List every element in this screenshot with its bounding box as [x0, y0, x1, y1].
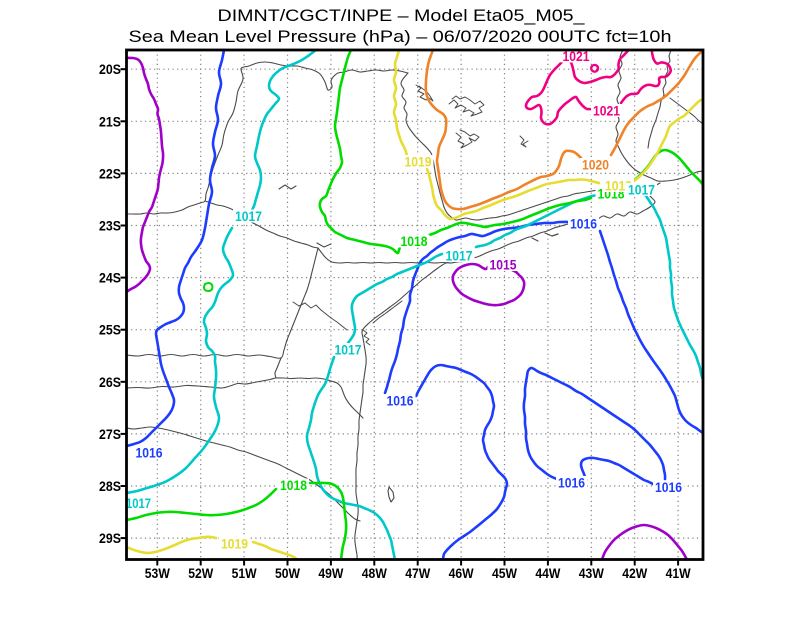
svg-text:26S: 26S — [99, 374, 121, 390]
svg-text:1015: 1015 — [490, 257, 517, 273]
svg-text:DIMNT/CGCT/INPE – Model Eta05: DIMNT/CGCT/INPE – Model Eta05_M05_ — [218, 6, 586, 25]
svg-text:46W: 46W — [449, 565, 475, 581]
svg-text:1016: 1016 — [558, 475, 585, 491]
svg-text:22S: 22S — [99, 165, 121, 181]
svg-text:1016: 1016 — [387, 393, 414, 409]
svg-text:49W: 49W — [318, 565, 344, 581]
svg-text:1016: 1016 — [655, 479, 682, 495]
svg-text:45W: 45W — [492, 565, 518, 581]
svg-text:1019: 1019 — [221, 536, 248, 552]
svg-text:28S: 28S — [99, 478, 121, 494]
svg-text:1021: 1021 — [563, 48, 590, 64]
svg-text:27S: 27S — [99, 426, 121, 442]
svg-text:44W: 44W — [535, 565, 561, 581]
svg-text:1019: 1019 — [605, 178, 632, 194]
svg-text:47W: 47W — [405, 565, 431, 581]
svg-text:1019: 1019 — [405, 154, 432, 170]
svg-text:24S: 24S — [99, 270, 121, 286]
svg-text:1017: 1017 — [126, 495, 151, 511]
svg-text:1021: 1021 — [593, 103, 620, 119]
svg-text:1016: 1016 — [570, 216, 597, 232]
svg-text:1016: 1016 — [136, 445, 163, 461]
svg-text:25S: 25S — [99, 322, 121, 338]
svg-text:1017: 1017 — [628, 182, 655, 198]
svg-text:29S: 29S — [99, 530, 121, 546]
svg-text:53W: 53W — [145, 565, 171, 581]
svg-text:Sea Mean Level Pressure (hPa): Sea Mean Level Pressure (hPa) – 06/07/20… — [129, 27, 672, 46]
svg-text:41W: 41W — [666, 565, 692, 581]
svg-text:52W: 52W — [188, 565, 214, 581]
svg-text:1017: 1017 — [446, 248, 473, 264]
svg-text:1018: 1018 — [401, 233, 428, 249]
svg-text:20S: 20S — [99, 61, 121, 77]
svg-text:43W: 43W — [579, 565, 605, 581]
svg-text:51W: 51W — [232, 565, 258, 581]
svg-text:1020: 1020 — [582, 157, 609, 173]
svg-text:23S: 23S — [99, 218, 121, 234]
svg-text:50W: 50W — [275, 565, 301, 581]
svg-text:1018: 1018 — [280, 477, 307, 493]
svg-text:21S: 21S — [99, 113, 121, 129]
svg-text:42W: 42W — [622, 565, 648, 581]
svg-text:1017: 1017 — [235, 208, 262, 224]
svg-text:48W: 48W — [362, 565, 388, 581]
svg-text:1017: 1017 — [335, 342, 362, 358]
